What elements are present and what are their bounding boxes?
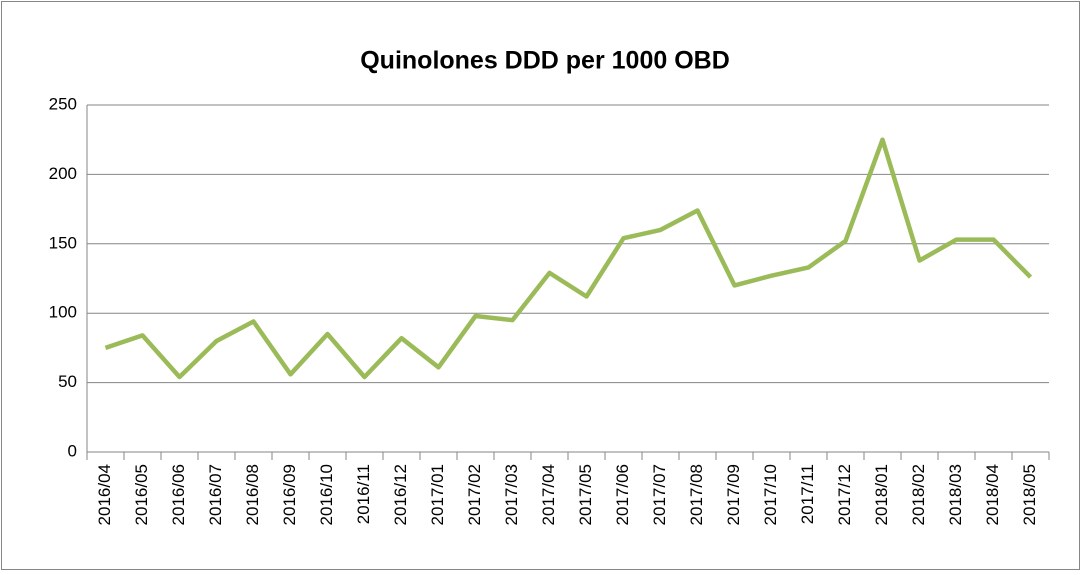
x-tick-label: 2016/12 <box>391 464 410 525</box>
x-tick-label: 2016/05 <box>132 464 151 525</box>
x-tick-label: 2017/06 <box>613 464 632 525</box>
x-tick-label: 2017/12 <box>835 464 854 525</box>
y-tick-label: 0 <box>68 441 77 460</box>
x-tick-label: 2016/11 <box>354 464 373 524</box>
y-tick-label: 200 <box>49 164 77 183</box>
x-tick-label: 2017/02 <box>465 464 484 525</box>
x-tick-label: 2018/05 <box>1020 464 1039 525</box>
x-tick-label: 2018/02 <box>909 464 928 525</box>
x-tick-label: 2016/09 <box>280 464 299 525</box>
x-tick-label: 2018/04 <box>983 464 1002 525</box>
x-tick-label: 2016/07 <box>206 464 225 525</box>
x-tick-label: 2018/03 <box>946 464 965 525</box>
y-tick-label: 250 <box>49 94 77 113</box>
x-tick-label: 2018/01 <box>872 464 891 525</box>
x-tick-label: 2017/05 <box>576 464 595 525</box>
x-tick-label: 2017/04 <box>539 464 558 525</box>
x-tick-label: 2017/09 <box>724 464 743 525</box>
y-tick-label: 100 <box>49 303 77 322</box>
x-tick-label: 2017/08 <box>687 464 706 525</box>
chart-title: Quinolones DDD per 1000 OBD <box>360 47 730 75</box>
y-tick-label: 50 <box>58 372 77 391</box>
x-tick-label: 2016/04 <box>95 464 114 525</box>
x-tick-label: 2017/01 <box>428 464 447 525</box>
x-tick-label: 2017/07 <box>650 464 669 525</box>
x-tick-label: 2017/10 <box>761 464 780 525</box>
x-tick-label: 2016/06 <box>169 464 188 525</box>
x-tick-label: 2017/11 <box>798 464 817 524</box>
x-tick-label: 2017/03 <box>502 464 521 525</box>
x-tick-label: 2016/08 <box>243 464 262 525</box>
data-line <box>104 137 1033 380</box>
y-tick-label: 150 <box>49 233 77 252</box>
x-tick-label: 2016/10 <box>317 464 336 525</box>
